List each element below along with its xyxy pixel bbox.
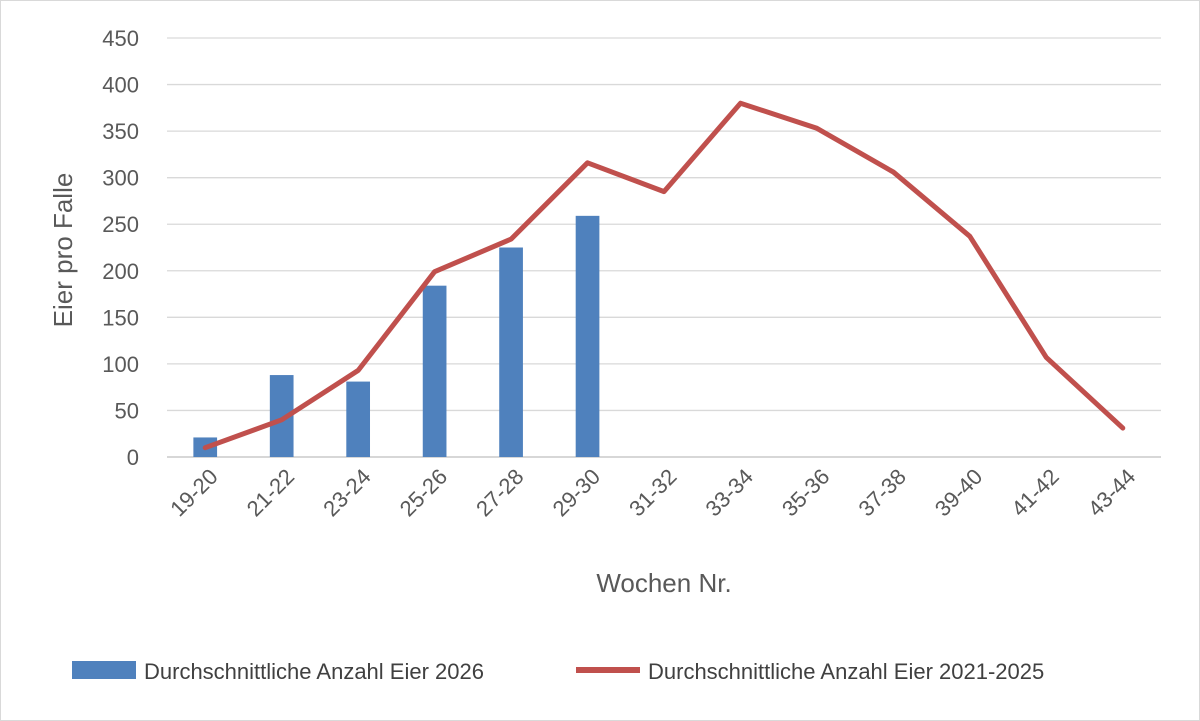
x-tick-label: 35-36 <box>777 464 834 521</box>
x-tick-label: 21-22 <box>242 464 299 521</box>
gridlines <box>167 37 1161 458</box>
y-tick-label: 150 <box>102 305 139 330</box>
line-point <box>1045 356 1047 358</box>
legend-label-bar: Durchschnittliche Anzahl Eier 2026 <box>144 659 484 684</box>
x-tick-label: 27-28 <box>471 464 528 521</box>
bar <box>575 215 600 457</box>
y-tick-label: 0 <box>127 445 139 470</box>
x-axis-ticks: 19-20 21-22 23-24 25-26 27-28 29-30 31-32 33-34… <box>165 464 1140 521</box>
x-tick-label: 37-38 <box>853 464 910 521</box>
x-tick-label: 19-20 <box>165 464 222 521</box>
y-tick-label: 450 <box>102 26 139 51</box>
line-series <box>202 100 1126 451</box>
bar <box>422 285 447 457</box>
bar <box>499 247 523 457</box>
x-tick-label: 25-26 <box>395 464 452 521</box>
line-point <box>510 238 512 240</box>
line-point <box>587 162 589 164</box>
line-point <box>434 271 436 273</box>
bar <box>346 381 371 457</box>
y-tick-label: 200 <box>102 259 139 284</box>
y-tick-label: 350 <box>102 119 139 144</box>
x-tick-label: 33-34 <box>701 464 758 521</box>
line-point <box>204 447 206 449</box>
line-point <box>969 235 971 237</box>
line-point <box>281 419 283 421</box>
series-line <box>202 100 1126 451</box>
x-tick-label: 41-42 <box>1006 464 1063 521</box>
x-tick-label: 39-40 <box>930 464 987 521</box>
x-tick-label: 31-32 <box>624 464 681 521</box>
line-point <box>1122 427 1124 429</box>
y-axis-ticks: 0 50 100 150 200 250 300 350 400 450 <box>102 26 139 470</box>
x-axis-title: Wochen Nr. <box>596 568 731 598</box>
x-tick-label: 43-44 <box>1083 464 1140 521</box>
y-tick-label: 300 <box>102 166 139 191</box>
bar <box>269 375 294 457</box>
y-axis-title: Eier pro Falle <box>48 173 78 328</box>
line-point <box>663 191 665 193</box>
x-tick-label: 23-24 <box>318 464 375 521</box>
legend: Durchschnittliche Anzahl Eier 2026 Durch… <box>72 659 1044 684</box>
line-point <box>357 369 359 371</box>
line-point <box>739 102 741 104</box>
legend-label-line: Durchschnittliche Anzahl Eier 2021-2025 <box>648 659 1044 684</box>
line-point <box>816 127 818 129</box>
line-point <box>892 171 894 173</box>
y-tick-label: 50 <box>115 398 139 423</box>
y-tick-label: 100 <box>102 352 139 377</box>
legend-swatch-bar <box>72 661 136 679</box>
bar-series <box>193 215 600 457</box>
x-tick-label: 29-30 <box>548 464 605 521</box>
y-tick-label: 400 <box>102 73 139 98</box>
y-tick-label: 250 <box>102 212 139 237</box>
